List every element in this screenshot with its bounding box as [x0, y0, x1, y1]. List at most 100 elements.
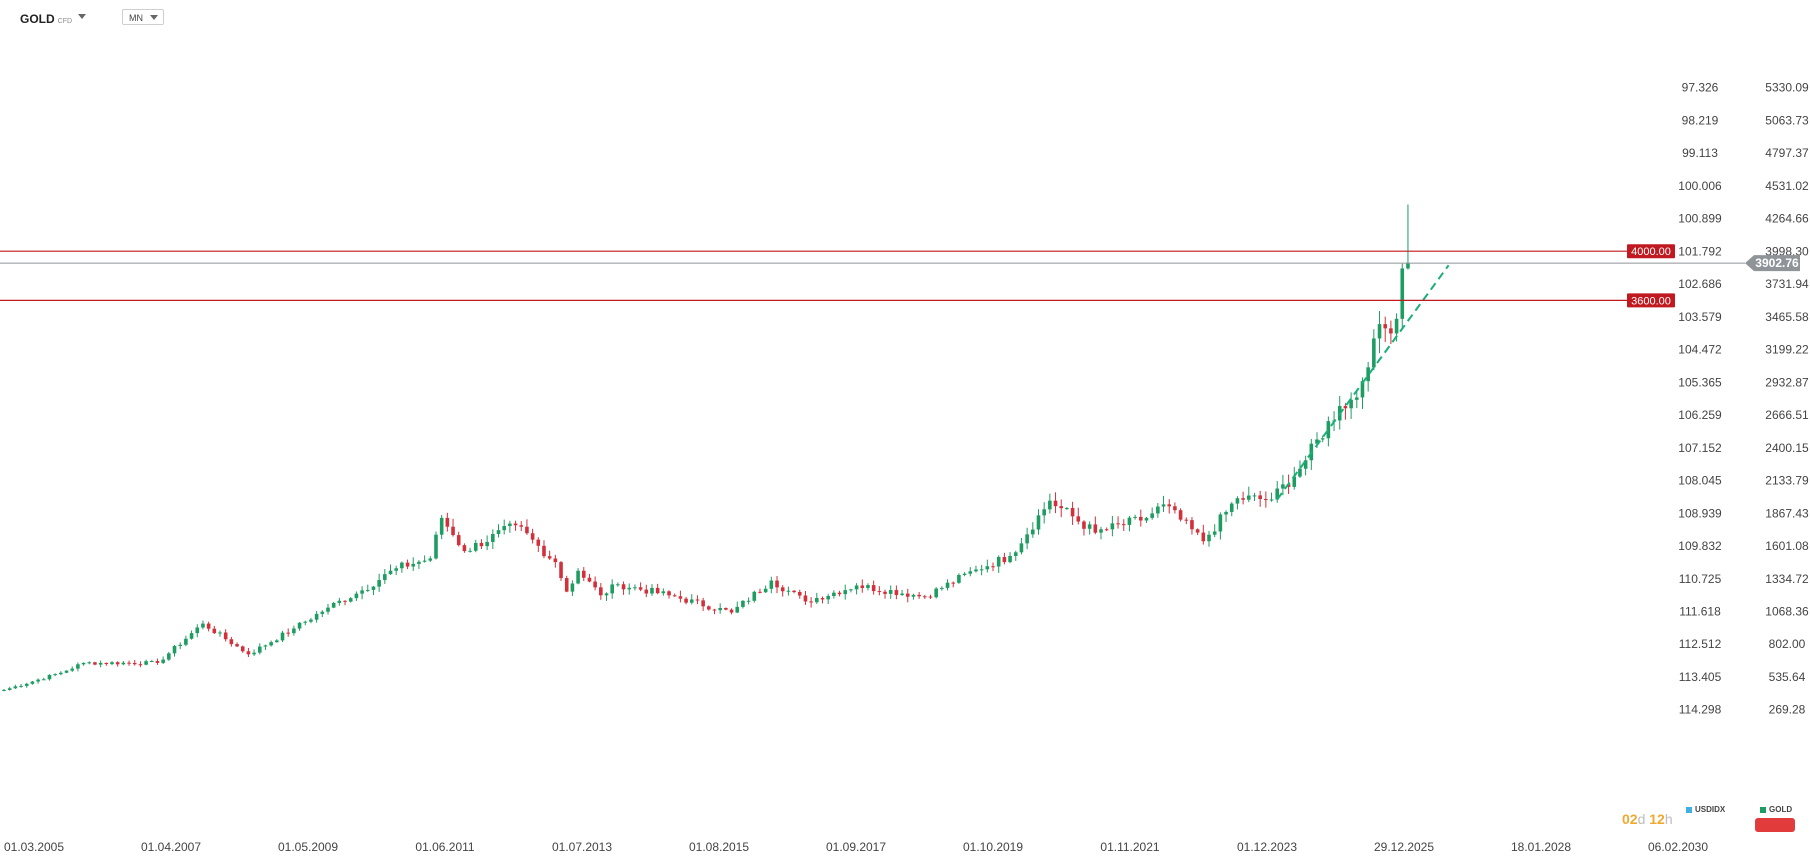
candle-body[interactable] [1354, 397, 1359, 400]
candle-body[interactable] [1104, 529, 1109, 531]
candle-body[interactable] [491, 533, 495, 542]
candle-body[interactable] [87, 662, 92, 664]
candle-body[interactable] [991, 566, 995, 568]
candle-body[interactable] [456, 535, 461, 546]
candle-body[interactable] [485, 541, 489, 547]
candle-body[interactable] [559, 562, 563, 579]
candle-body[interactable] [1144, 517, 1149, 521]
candle-body[interactable] [1377, 324, 1382, 339]
candle-body[interactable] [735, 606, 740, 613]
candle-body[interactable] [47, 674, 52, 680]
candle-body[interactable] [1229, 503, 1234, 512]
candle-body[interactable] [394, 568, 398, 571]
candle-body[interactable] [542, 545, 546, 557]
candle-body[interactable] [434, 534, 438, 559]
candle-body[interactable] [70, 668, 75, 671]
candle-body[interactable] [297, 622, 302, 629]
candle-body[interactable] [1303, 460, 1308, 469]
candle-body[interactable] [371, 586, 376, 590]
candle-body[interactable] [769, 580, 774, 589]
candle-body[interactable] [689, 599, 694, 603]
candle-body[interactable] [24, 683, 29, 686]
candle-body[interactable] [7, 688, 12, 690]
candle-body[interactable] [513, 523, 518, 526]
candle-body[interactable] [405, 562, 410, 567]
timeframe-select[interactable]: MN [122, 9, 164, 25]
candle-body[interactable] [314, 613, 319, 620]
candle-body[interactable] [473, 542, 478, 551]
candle-body[interactable] [667, 591, 671, 596]
candle-body[interactable] [712, 609, 717, 611]
candle-body[interactable] [428, 558, 433, 561]
candle-body[interactable] [110, 662, 114, 664]
candle-body[interactable] [934, 588, 938, 598]
candle-body[interactable] [343, 600, 347, 602]
candle-body[interactable] [468, 550, 472, 552]
candle-body[interactable] [1275, 488, 1280, 500]
candle-body[interactable] [1173, 506, 1177, 511]
candle-body[interactable] [1167, 504, 1172, 507]
candle-body[interactable] [1133, 516, 1137, 518]
candle-body[interactable] [1315, 439, 1319, 444]
candle-body[interactable] [496, 530, 501, 534]
candle-body[interactable] [1241, 498, 1245, 500]
candle-body[interactable] [979, 569, 984, 571]
candle-body[interactable] [360, 590, 364, 594]
candle-body[interactable] [257, 646, 262, 653]
candle-body[interactable] [286, 632, 290, 634]
candle-body[interactable] [1195, 529, 1200, 533]
candle-body[interactable] [797, 592, 802, 596]
candle-body[interactable] [752, 591, 757, 601]
candle-body[interactable] [877, 591, 882, 593]
candle-body[interactable] [1343, 406, 1348, 409]
candle-body[interactable] [59, 672, 63, 675]
candle-body[interactable] [155, 661, 160, 663]
candle-body[interactable] [917, 594, 921, 597]
candle-body[interactable] [564, 578, 569, 592]
candle-body[interactable] [530, 533, 535, 540]
candle-body[interactable] [718, 608, 722, 611]
candle-body[interactable] [928, 596, 933, 598]
candle-body[interactable] [1031, 529, 1035, 535]
candle-body[interactable] [337, 600, 342, 603]
candle-body[interactable] [974, 569, 978, 572]
candle-body[interactable] [1002, 557, 1007, 563]
candle-body[interactable] [1224, 511, 1228, 515]
candle-body[interactable] [1161, 504, 1166, 507]
candle-body[interactable] [149, 661, 154, 663]
candle-body[interactable] [553, 558, 558, 563]
candle-body[interactable] [741, 600, 745, 607]
candle-body[interactable] [331, 602, 336, 608]
candle-body[interactable] [388, 570, 393, 575]
candle-body[interactable] [746, 600, 751, 602]
candle-body[interactable] [1372, 338, 1376, 368]
candle-body[interactable] [229, 639, 234, 645]
candle-body[interactable] [212, 628, 217, 634]
candle-body[interactable] [36, 679, 40, 682]
candle-body[interactable] [525, 526, 529, 534]
candle-body[interactable] [860, 585, 865, 589]
candle-body[interactable] [41, 679, 46, 681]
candle-body[interactable] [2, 689, 6, 691]
candle-body[interactable] [1394, 318, 1399, 334]
candle-body[interactable] [1127, 517, 1132, 525]
candle-body[interactable] [684, 598, 688, 603]
candle-body[interactable] [655, 587, 660, 594]
candle-body[interactable] [1150, 513, 1154, 518]
candle-body[interactable] [1093, 524, 1098, 533]
candle-body[interactable] [581, 570, 586, 578]
candle-body[interactable] [894, 590, 899, 596]
candle-body[interactable] [1212, 531, 1217, 535]
candle-body[interactable] [189, 633, 194, 639]
candle-body[interactable] [536, 539, 541, 546]
candle-body[interactable] [1281, 484, 1285, 489]
candle-body[interactable] [1389, 328, 1393, 334]
candle-body[interactable] [672, 595, 677, 597]
candle-body[interactable] [280, 632, 285, 641]
candle-body[interactable] [19, 685, 23, 687]
candle-body[interactable] [815, 597, 819, 603]
candle-body[interactable] [303, 621, 308, 623]
candle-body[interactable] [365, 589, 370, 591]
candle-body[interactable] [320, 611, 325, 614]
